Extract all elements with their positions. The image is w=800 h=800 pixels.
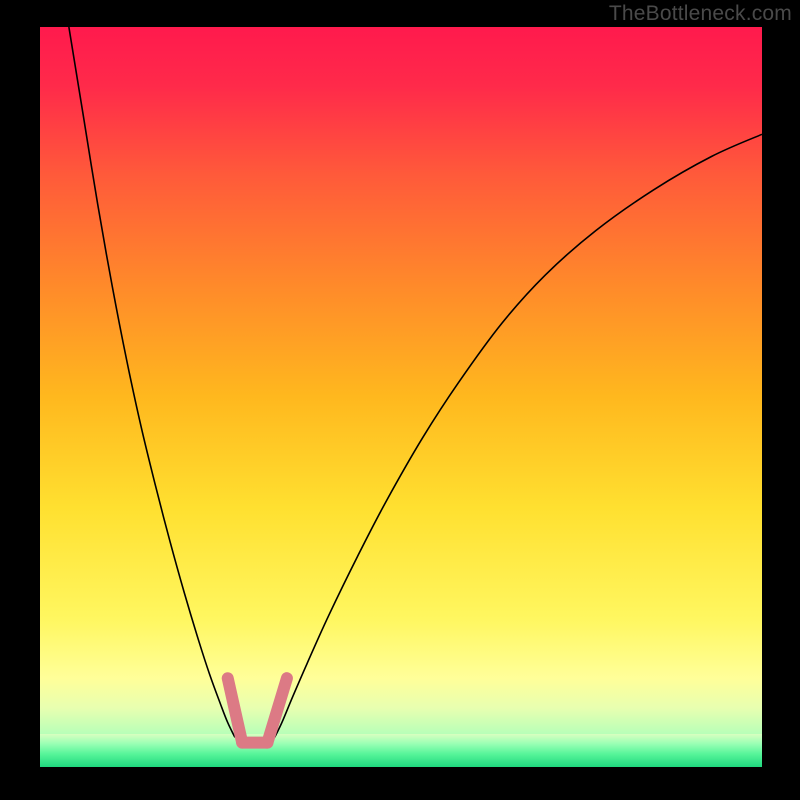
v-curve-right (275, 134, 762, 737)
pink-overlay-left-leg (228, 678, 242, 742)
plot-frame (40, 27, 762, 767)
curve-layer (40, 27, 762, 767)
watermark-text: TheBottleneck.com (609, 2, 792, 26)
v-curve-left (69, 27, 235, 737)
stage: TheBottleneck.com (0, 0, 800, 800)
